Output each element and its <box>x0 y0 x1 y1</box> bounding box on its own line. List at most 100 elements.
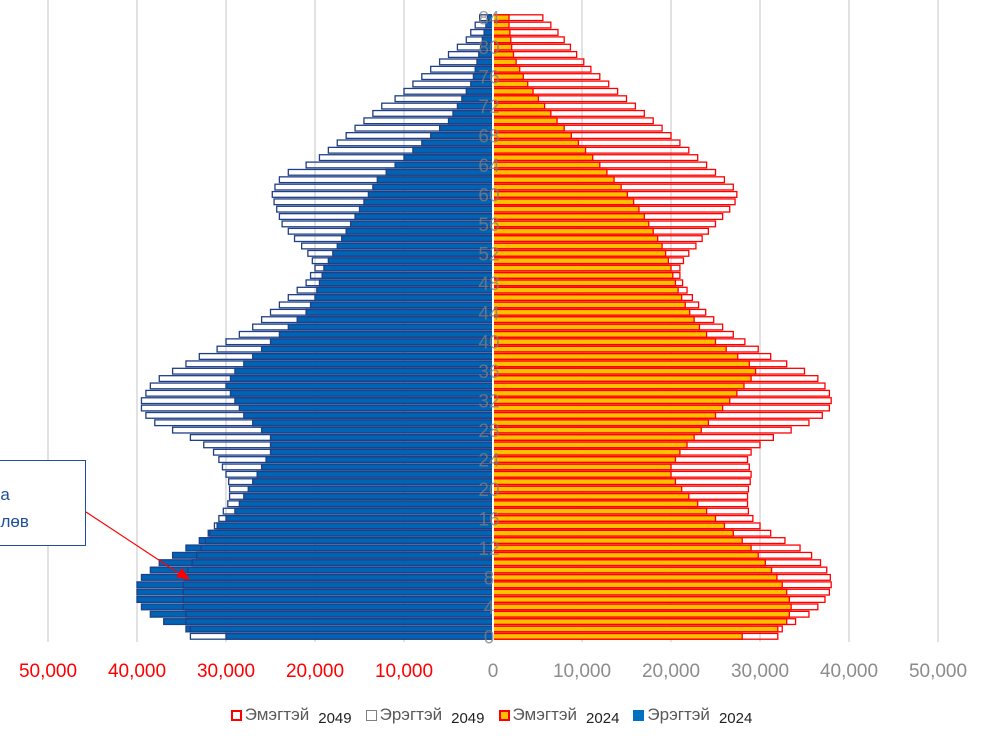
male-2024-bar <box>136 595 494 604</box>
female-2024-bar <box>492 463 672 471</box>
male-2024-bar <box>163 618 494 626</box>
age-label: 36 <box>478 362 499 383</box>
female-2024-bar <box>492 257 669 265</box>
legend-label: Эрэгтэй <box>647 705 710 724</box>
age-label: 4 <box>484 598 495 619</box>
male-2024-bar <box>238 404 494 412</box>
legend-year: 2024 <box>718 709 753 727</box>
female-2024-bar <box>492 213 645 221</box>
male-2024-bar <box>136 581 494 589</box>
x-tick-labels: 50,000 40,000 30,000 20,000 10,000 0 10,000 20,… <box>19 661 967 682</box>
female-2024-bar <box>492 146 587 154</box>
male-2024-bar <box>314 294 494 302</box>
age-label: 60 <box>478 185 499 206</box>
male-2024-bar <box>158 559 494 567</box>
female-2024-bar <box>492 470 672 478</box>
male-2024-bar <box>252 478 494 486</box>
female-2024-bar <box>492 190 629 198</box>
age-label: 8 <box>484 568 495 589</box>
female-2024-bar <box>492 419 710 427</box>
male-2024-bar <box>385 168 494 176</box>
male-2024-bar <box>234 397 494 405</box>
male-2024-bar <box>358 205 494 213</box>
age-label: 44 <box>478 303 500 324</box>
age-label: 64 <box>478 156 500 177</box>
male-2024-bar <box>243 411 494 419</box>
callout-line-1: на <box>0 485 10 504</box>
female-2024-bar <box>492 242 663 250</box>
legend-swatch-male-2049 <box>365 709 377 721</box>
age-label: 84 <box>478 9 500 30</box>
female-2024-bar <box>492 360 750 368</box>
male-2024-bar <box>140 603 494 611</box>
female-2024-bar <box>492 338 717 346</box>
callout-box: на өлөв <box>0 460 86 546</box>
female-2024-bar <box>492 566 773 574</box>
male-2024-bar <box>278 330 494 338</box>
age-label: 32 <box>478 392 499 413</box>
female-2024-bar <box>492 581 783 589</box>
female-2024-bar <box>492 352 739 360</box>
female-2024-bar <box>492 411 717 419</box>
female-2024-bar <box>492 632 743 640</box>
age-label: 20 <box>478 480 499 501</box>
female-2024-bar <box>492 551 759 559</box>
female-2024-bar <box>492 301 686 309</box>
age-label: 28 <box>478 421 499 442</box>
legend: Эмэгтэй 2049 Эрэгтэй 2049 Эмэгтэй 2024 Э… <box>0 700 983 730</box>
age-label: 12 <box>478 539 499 560</box>
female-2024-bar <box>492 426 702 434</box>
legend-item-female-2024: Эмэгтэй 2024 <box>498 705 620 727</box>
female-2024-bar <box>492 183 622 191</box>
female-2024-bar <box>492 264 672 272</box>
male-2024-bar <box>198 537 494 545</box>
male-2024-bar <box>225 514 494 523</box>
female-2024-bar <box>492 478 677 486</box>
x-tick-label: 30,000 <box>731 661 789 682</box>
male-2024-bar <box>336 242 494 250</box>
male-2024-bar <box>465 87 494 95</box>
female-2024-bar <box>492 500 699 508</box>
female-2024-bar <box>492 573 778 581</box>
female-2024-bar <box>492 559 766 567</box>
legend-year: 2049 <box>451 709 485 727</box>
female-2024-bar <box>492 485 683 493</box>
male-2024-bar <box>269 338 494 346</box>
female-2024-bar <box>492 308 691 316</box>
male-2024-bar <box>252 419 494 427</box>
male-2024-bar <box>341 235 494 243</box>
legend-year: 2024 <box>586 709 620 727</box>
male-2024-bar <box>332 249 494 257</box>
male-2024-bar <box>412 146 494 154</box>
female-2024-bar <box>492 529 734 537</box>
female-2024-bar <box>492 323 701 331</box>
age-label: 16 <box>478 509 499 530</box>
female-2024-bar <box>492 595 791 604</box>
female-2024-bar <box>492 139 580 147</box>
female-2024-bar <box>492 124 565 132</box>
male-2024-bar <box>483 28 494 36</box>
female-2024-bar <box>492 389 738 397</box>
female-2024-bar <box>492 102 546 110</box>
legend-year: 2049 <box>318 709 352 727</box>
female-2024-bar <box>492 588 788 596</box>
legend-label: Эмэгтэй <box>244 705 310 724</box>
male-2024-bar <box>318 279 494 287</box>
male-2024-bar <box>149 566 494 574</box>
female-2024-bar <box>492 610 791 618</box>
female-2024-bar <box>492 448 681 456</box>
female-2024-bar <box>492 235 659 243</box>
female-2024-bar <box>492 286 679 294</box>
male-2024-bar <box>247 485 494 493</box>
female-2024-bar <box>492 227 654 235</box>
female-2024-bar <box>492 345 727 353</box>
female-2024-bar <box>492 456 677 464</box>
x-tick-label: 20,000 <box>286 661 344 682</box>
female-2024-bar <box>492 131 572 140</box>
male-2024-bar <box>234 507 494 515</box>
male-2024-bar <box>136 588 494 596</box>
male-2024-bar <box>229 375 494 383</box>
legend-label: Эрэгтэй <box>379 705 443 724</box>
x-tick-label: 40,000 <box>820 661 878 682</box>
female-2024-bar <box>492 168 608 176</box>
